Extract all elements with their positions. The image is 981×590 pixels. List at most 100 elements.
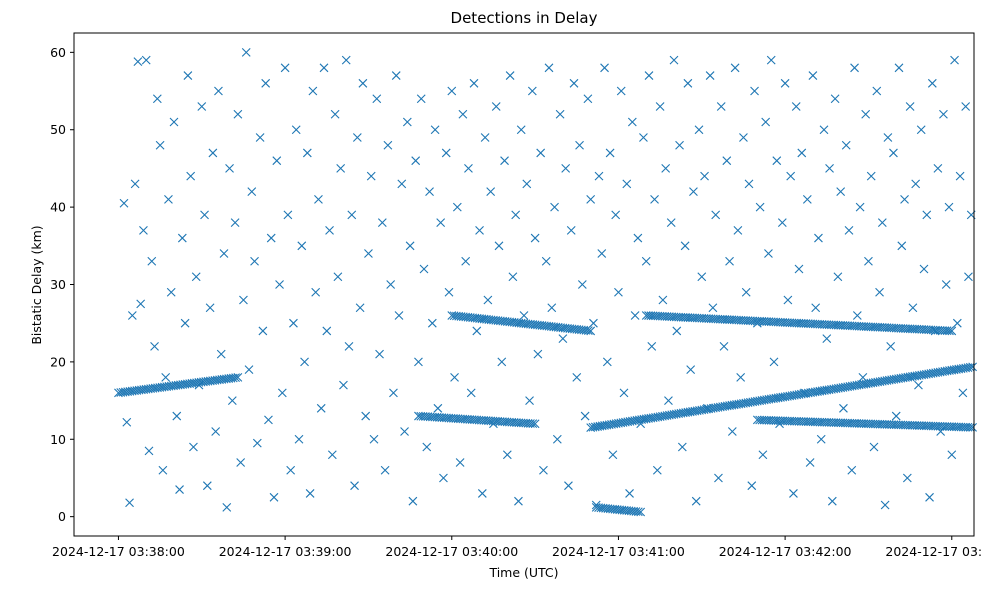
data-point — [952, 318, 962, 328]
data-point — [483, 295, 493, 305]
data-point — [605, 148, 615, 158]
data-point — [794, 264, 804, 274]
data-point — [902, 473, 912, 483]
data-point — [945, 326, 954, 336]
data-point — [275, 280, 284, 289]
data-point — [183, 71, 193, 80]
data-point — [208, 148, 218, 158]
data-point — [530, 233, 540, 243]
data-point — [633, 507, 643, 517]
data-point — [150, 342, 159, 351]
data-point — [231, 373, 240, 383]
data-point — [461, 256, 471, 266]
data-point — [514, 496, 523, 506]
data-point — [264, 415, 273, 425]
data-point — [528, 419, 538, 429]
data-point — [508, 272, 518, 282]
data-point — [305, 489, 315, 498]
data-point — [169, 117, 179, 127]
data-point — [469, 78, 479, 88]
data-point — [761, 117, 771, 127]
x-tick-label: 2024-12-17 03:41:00 — [552, 544, 685, 559]
data-point — [252, 438, 262, 448]
data-point — [844, 225, 854, 235]
data-point — [477, 489, 487, 498]
data-point — [416, 94, 426, 104]
data-point — [727, 427, 737, 436]
data-point — [736, 372, 746, 382]
data-point — [777, 218, 787, 227]
data-point — [830, 94, 840, 104]
data-point — [802, 194, 812, 204]
data-point — [641, 256, 651, 266]
data-point — [652, 465, 662, 475]
data-point — [227, 396, 237, 405]
data-point — [202, 481, 212, 491]
data-point — [419, 264, 429, 274]
data-point — [222, 502, 232, 512]
data-point — [680, 241, 690, 251]
data-point — [922, 210, 932, 220]
y-tick-label: 0 — [58, 509, 66, 524]
data-point — [755, 202, 765, 212]
data-point — [119, 198, 129, 208]
data-point — [339, 380, 348, 390]
data-point — [822, 334, 832, 344]
data-point — [855, 202, 865, 212]
data-point — [872, 86, 882, 96]
data-point — [836, 187, 846, 197]
y-axis-label: Bistatic Delay (km) — [29, 225, 44, 344]
data-point — [280, 63, 290, 73]
data-point — [447, 86, 457, 96]
data-point — [583, 326, 593, 336]
data-point — [308, 86, 318, 96]
x-axis-ticks: 2024-12-17 03:38:00 2024-12-17 03:39:00 20… — [52, 536, 981, 559]
data-point — [714, 473, 723, 483]
data-point — [558, 334, 568, 344]
data-point — [658, 295, 668, 305]
data-point — [314, 194, 323, 204]
data-point — [344, 342, 354, 351]
data-point — [525, 396, 534, 405]
data-point — [725, 256, 734, 266]
data-point — [589, 318, 598, 328]
data-point — [783, 295, 793, 305]
data-point — [947, 326, 957, 336]
data-point — [125, 498, 134, 508]
data-point — [900, 194, 909, 204]
data-point — [905, 102, 915, 111]
data-point — [739, 133, 748, 142]
data-point — [358, 78, 368, 88]
data-point — [750, 86, 759, 96]
data-point — [369, 434, 379, 444]
data-point — [894, 63, 904, 73]
data-point — [175, 485, 184, 494]
data-point — [833, 272, 843, 282]
data-point — [544, 63, 554, 73]
data-point — [816, 434, 826, 444]
data-point — [191, 272, 201, 282]
data-point — [439, 473, 448, 483]
data-point — [786, 171, 796, 181]
data-point — [430, 125, 440, 135]
data-point — [141, 55, 151, 65]
data-point — [500, 156, 509, 166]
data-point — [633, 233, 643, 243]
data-point — [480, 133, 490, 142]
data-point — [180, 318, 190, 328]
x-tick-label: 2024-12-17 03:38:00 — [52, 544, 185, 559]
data-point — [402, 117, 412, 127]
data-point — [602, 357, 612, 367]
data-point — [883, 133, 893, 142]
data-point — [361, 411, 371, 421]
data-point — [414, 357, 423, 367]
data-point — [333, 272, 343, 282]
data-point — [286, 465, 296, 475]
data-point — [225, 164, 234, 173]
data-point — [630, 311, 640, 320]
data-point — [877, 218, 887, 227]
data-point — [611, 210, 621, 220]
data-point — [247, 187, 257, 197]
data-point — [965, 362, 975, 372]
data-point — [450, 372, 459, 382]
